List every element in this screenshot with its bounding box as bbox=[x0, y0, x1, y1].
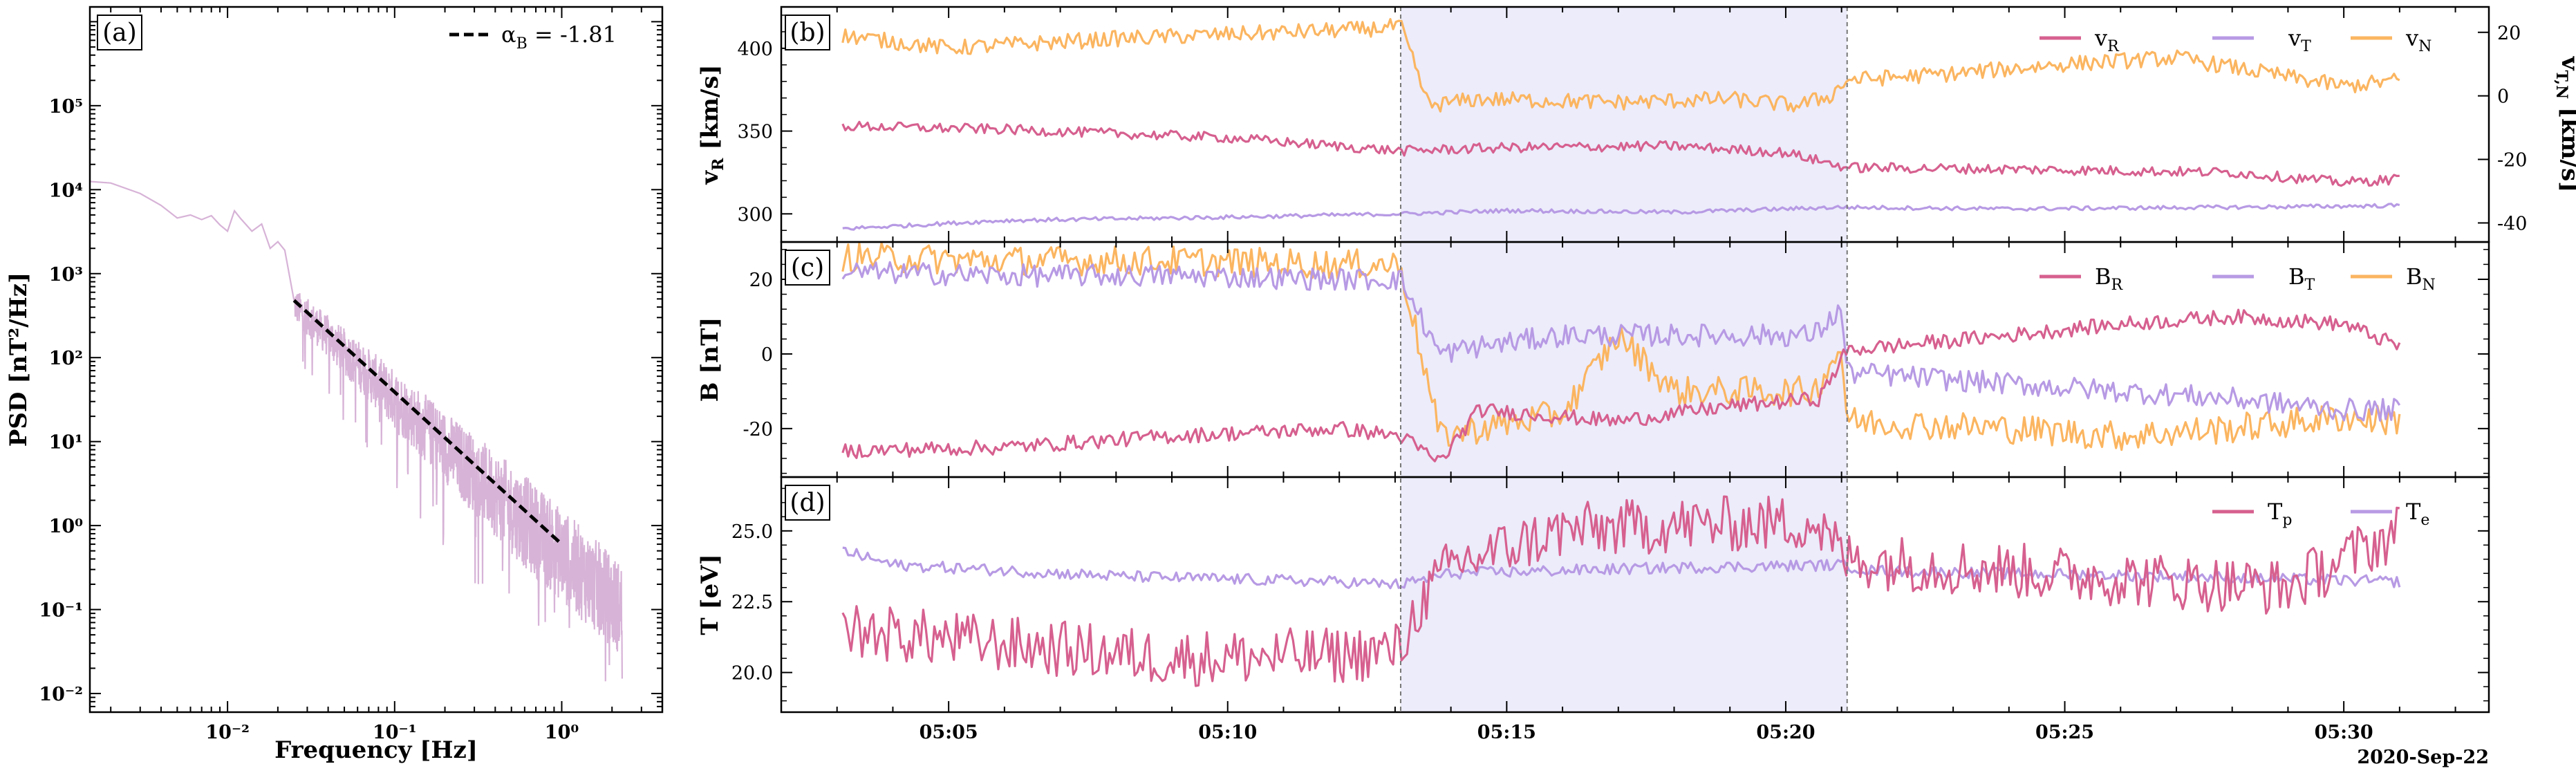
legend-BR-label: BR bbox=[2095, 263, 2124, 294]
y-tick-label: 10⁵ bbox=[49, 96, 83, 118]
panel-a-xlabel: Frequency [Hz] bbox=[274, 736, 478, 764]
legend-BN-label: BN bbox=[2406, 263, 2436, 294]
panel-a-frame bbox=[88, 6, 664, 714]
psd-series-line bbox=[89, 180, 623, 682]
series-vT-line bbox=[842, 203, 2400, 231]
fit-line-group bbox=[292, 299, 563, 546]
panel-c-label-box bbox=[785, 250, 830, 286]
panel-a-label: (a) bbox=[102, 19, 137, 47]
series-Tp-line bbox=[841, 495, 2400, 687]
panel-d-label: (d) bbox=[790, 489, 825, 517]
panel-a-label-box bbox=[97, 15, 142, 50]
y-tick-label: 10⁴ bbox=[49, 180, 83, 201]
series-BR-line bbox=[841, 308, 2401, 463]
time-tick-label: 05:25 bbox=[2035, 722, 2094, 743]
time-axis-ticks: 05:05 05:10 05:15 05:20 05:25 05:30 bbox=[920, 722, 2373, 743]
panel-b-series-group bbox=[841, 18, 2400, 231]
series-Te-line bbox=[842, 546, 2401, 590]
date-label: 2020-Sep-22 bbox=[2357, 747, 2489, 768]
x-tick-label: 10⁻² bbox=[205, 722, 250, 743]
panel-c-ylabel: B [nT] bbox=[696, 317, 724, 402]
panel-a: 10⁻² 10⁻¹ 10⁰ 10⁻² 10⁻¹ 10⁰ 10¹ 10² 10³ 10⁴ 10⁵ (… bbox=[5, 6, 664, 764]
right-panels: 300 350 400 -40 -20 0 20 -20 0 20 20.0 22.5 25.0 0… bbox=[696, 6, 2576, 768]
time-tick-label: 05:10 bbox=[1198, 722, 1257, 743]
time-tick-label: 05:30 bbox=[2315, 722, 2373, 743]
y-right-tick-label: -40 bbox=[2497, 213, 2527, 234]
panel-c-label: (c) bbox=[791, 254, 824, 282]
y-tick-label: 350 bbox=[737, 122, 773, 143]
series-vR-line bbox=[841, 120, 2400, 187]
y-tick-label: 22.5 bbox=[731, 592, 773, 613]
panel-d-series-group bbox=[841, 495, 2401, 687]
y-tick-label: 10² bbox=[49, 348, 83, 369]
legend-vR-label: vR bbox=[2094, 25, 2120, 55]
x-tick-label: 10⁻¹ bbox=[373, 722, 417, 743]
y-tick-label: 20 bbox=[749, 270, 773, 291]
y-right-tick-label: -20 bbox=[2497, 150, 2527, 171]
series-BT-line bbox=[841, 261, 2401, 422]
panel-d-legend: Tp Te bbox=[2212, 499, 2429, 529]
panel-b-legend: vR vT vN bbox=[2040, 25, 2432, 55]
panel-d-ticks: 20.0 22.5 25.0 bbox=[731, 477, 2489, 712]
y-tick-label: -20 bbox=[743, 419, 773, 440]
panel-c-legend: BR BT BN bbox=[2040, 263, 2436, 294]
time-tick-label: 05:20 bbox=[1756, 722, 1815, 743]
y-tick-label: 0 bbox=[761, 344, 773, 366]
y-tick-label: 10³ bbox=[49, 264, 83, 286]
panel-b-ticks: 300 350 400 -40 -20 0 20 bbox=[737, 7, 2527, 242]
y-right-tick-label: 0 bbox=[2497, 86, 2509, 108]
legend-vT-label: vT bbox=[2288, 25, 2311, 55]
time-tick-label: 05:05 bbox=[920, 722, 978, 743]
panel-a-xticks: 10⁻² 10⁻¹ 10⁰ bbox=[110, 7, 663, 743]
panel-b-label: (b) bbox=[790, 19, 825, 47]
series-vN-line bbox=[841, 18, 2400, 113]
y-right-tick-label: 20 bbox=[2497, 23, 2521, 44]
panel-b-ylabel: vR [km/s] bbox=[696, 64, 727, 185]
y-tick-label: 20.0 bbox=[731, 663, 773, 684]
y-tick-label: 10⁻¹ bbox=[39, 600, 83, 622]
panel-a-ylabel: PSD [nT²/Hz] bbox=[5, 272, 32, 447]
fit-line bbox=[292, 299, 563, 546]
panel-c-series-group bbox=[841, 242, 2401, 463]
y-tick-label: 400 bbox=[737, 39, 773, 60]
panel-b-ylabel-right: vT,N [km/s] bbox=[2552, 56, 2576, 193]
y-tick-label: 10¹ bbox=[49, 432, 83, 454]
psd-series-group bbox=[89, 180, 623, 682]
legend-Tp-label: Tp bbox=[2268, 499, 2292, 529]
panel-d-label-box bbox=[785, 485, 830, 521]
legend-Te-label: Te bbox=[2406, 499, 2429, 529]
legend-vN-label: vN bbox=[2405, 25, 2432, 55]
panel-d-frame bbox=[780, 476, 2490, 714]
y-tick-label: 25.0 bbox=[731, 521, 773, 543]
panel-d-ylabel: T [eV] bbox=[696, 554, 724, 635]
y-tick-label: 300 bbox=[737, 204, 773, 225]
panel-a-yticks: 10⁻² 10⁻¹ 10⁰ 10¹ 10² 10³ 10⁴ 10⁵ bbox=[39, 21, 662, 713]
panel-b-label-box bbox=[785, 15, 830, 50]
y-tick-label: 10⁻² bbox=[39, 684, 83, 705]
x-tick-label: 10⁰ bbox=[545, 722, 579, 743]
y-tick-label: 10⁰ bbox=[49, 516, 84, 537]
time-tick-label: 05:15 bbox=[1477, 722, 1536, 743]
panel-c-ticks: -20 0 20 bbox=[743, 242, 2489, 477]
event-interval-shade bbox=[1400, 7, 1847, 712]
legend-BT-label: BT bbox=[2288, 263, 2315, 294]
legend-fit-label: αB = -1.81 bbox=[501, 21, 617, 53]
